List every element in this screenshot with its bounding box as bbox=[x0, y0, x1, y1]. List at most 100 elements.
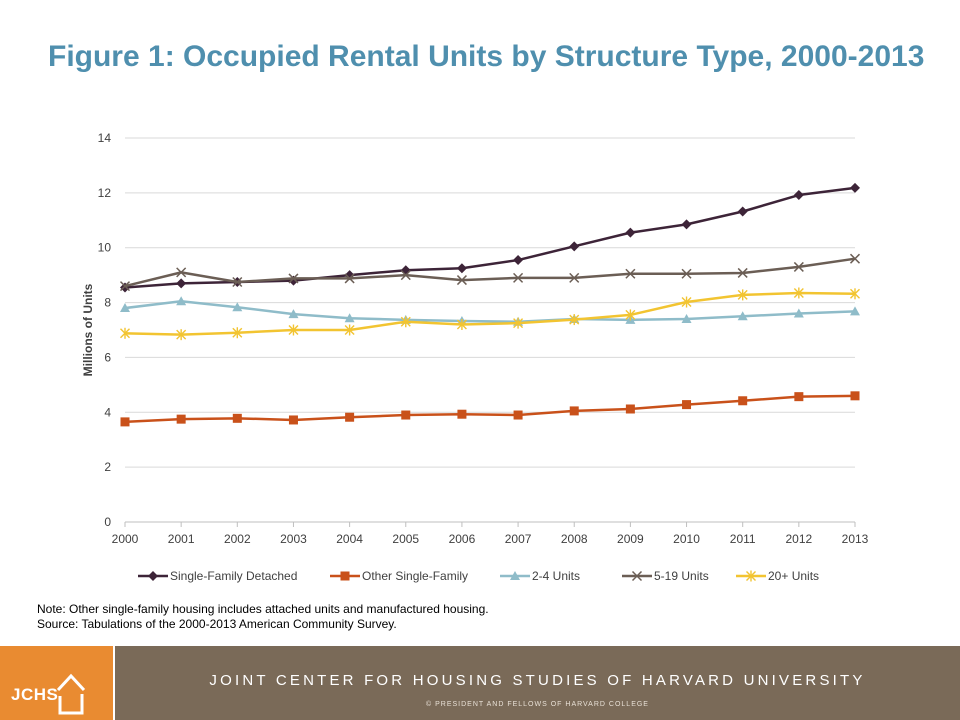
data-point bbox=[400, 270, 411, 281]
x-tick-label: 2003 bbox=[280, 532, 307, 546]
legend-label: 20+ Units bbox=[768, 569, 819, 583]
legend-item: 20+ Units bbox=[736, 569, 819, 583]
source-line: Source: Tabulations of the 2000-2013 Ame… bbox=[37, 617, 397, 631]
logo-text: JCHS bbox=[11, 685, 59, 704]
series-line bbox=[124, 394, 856, 424]
data-point bbox=[737, 311, 748, 321]
data-point bbox=[513, 317, 524, 329]
data-point bbox=[625, 268, 636, 279]
legend-label: 2-4 Units bbox=[532, 569, 580, 583]
data-point bbox=[344, 313, 355, 323]
data-point bbox=[794, 392, 804, 402]
series-line bbox=[124, 299, 856, 324]
data-point bbox=[681, 314, 692, 324]
data-point bbox=[737, 206, 748, 217]
y-tick-label: 14 bbox=[98, 131, 112, 145]
data-point bbox=[456, 275, 467, 286]
y-tick-label: 0 bbox=[104, 515, 111, 529]
data-point bbox=[288, 415, 298, 425]
data-point bbox=[737, 289, 748, 301]
series-line bbox=[124, 291, 856, 336]
legend-label: 5-19 Units bbox=[654, 569, 709, 583]
y-axis-label: Millions of Units bbox=[81, 283, 95, 376]
data-point bbox=[456, 319, 467, 331]
footer-bar: JOINT CENTER FOR HOUSING STUDIES OF HARV… bbox=[115, 646, 960, 720]
data-point bbox=[176, 278, 187, 289]
data-point bbox=[400, 265, 411, 276]
legend-label: Single-Family Detached bbox=[170, 569, 297, 583]
data-point bbox=[120, 303, 130, 313]
data-point bbox=[569, 314, 580, 326]
series-2-4-units bbox=[120, 296, 860, 326]
data-point bbox=[569, 272, 580, 283]
data-point bbox=[401, 410, 411, 420]
series-20-units bbox=[120, 287, 860, 341]
legend-item: Single-Family Detached bbox=[138, 569, 297, 583]
x-tick-label: 2008 bbox=[561, 532, 588, 546]
y-tick-label: 6 bbox=[104, 350, 111, 364]
legend-item: 5-19 Units bbox=[622, 569, 709, 583]
x-tick-label: 2005 bbox=[392, 532, 419, 546]
data-point bbox=[681, 219, 692, 230]
data-point bbox=[345, 412, 355, 422]
series-other-single-family bbox=[120, 391, 860, 427]
data-point bbox=[232, 276, 243, 288]
data-point bbox=[625, 309, 636, 321]
page-title: Figure 1: Occupied Rental Units by Struc… bbox=[48, 40, 925, 73]
y-tick-label: 10 bbox=[98, 241, 112, 255]
data-point bbox=[288, 324, 299, 336]
data-point bbox=[513, 272, 524, 283]
data-point bbox=[288, 309, 299, 319]
data-point bbox=[176, 414, 186, 424]
data-point bbox=[850, 182, 860, 193]
data-point bbox=[569, 241, 580, 252]
x-tick-label: 2009 bbox=[617, 532, 644, 546]
y-tick-label: 2 bbox=[104, 460, 111, 474]
x-tick-label: 2001 bbox=[168, 532, 195, 546]
x-tick-label: 2004 bbox=[336, 532, 363, 546]
data-point bbox=[456, 263, 467, 274]
series-single-family-detached bbox=[120, 182, 860, 293]
data-point bbox=[400, 316, 411, 328]
house-icon bbox=[56, 673, 86, 715]
data-point bbox=[682, 400, 692, 410]
data-point bbox=[457, 409, 467, 419]
data-point bbox=[850, 306, 860, 316]
y-tick-label: 4 bbox=[104, 405, 111, 419]
data-point bbox=[681, 296, 692, 308]
x-tick-label: 2006 bbox=[449, 532, 476, 546]
legend-marker bbox=[631, 570, 643, 582]
data-point bbox=[288, 273, 299, 284]
data-point bbox=[232, 327, 243, 339]
data-point bbox=[793, 190, 804, 201]
legend-marker bbox=[510, 571, 520, 580]
data-point bbox=[176, 296, 187, 306]
data-point bbox=[850, 288, 860, 300]
data-point bbox=[569, 406, 579, 416]
jchs-logo: JCHS bbox=[0, 646, 113, 720]
x-tick-label: 2011 bbox=[730, 532, 756, 546]
legend-item: Other Single-Family bbox=[330, 569, 468, 583]
data-point bbox=[513, 410, 523, 420]
data-point bbox=[793, 287, 804, 299]
data-point bbox=[681, 268, 692, 279]
data-point bbox=[176, 329, 187, 341]
legend-marker bbox=[746, 570, 756, 582]
legend-item: 2-4 Units bbox=[500, 569, 580, 583]
y-tick-label: 12 bbox=[98, 186, 112, 200]
x-tick-label: 2010 bbox=[673, 532, 700, 546]
y-tick-label: 8 bbox=[104, 296, 111, 310]
series-line bbox=[124, 257, 856, 288]
x-tick-label: 2013 bbox=[842, 532, 869, 546]
data-point bbox=[344, 324, 355, 336]
note-line: Note: Other single-family housing includ… bbox=[37, 602, 489, 616]
data-point bbox=[119, 281, 131, 292]
data-point bbox=[850, 391, 860, 401]
line-chart: 0 2 4 6 8 10 12 14 2000 2001 2002 2003 2004 2005 2006 2… bbox=[81, 131, 869, 583]
data-point bbox=[793, 261, 804, 272]
data-point bbox=[625, 227, 636, 238]
legend-marker bbox=[340, 571, 350, 581]
x-tick-label: 2000 bbox=[112, 532, 139, 546]
series-5-19-units bbox=[119, 253, 861, 292]
data-point bbox=[288, 275, 299, 286]
